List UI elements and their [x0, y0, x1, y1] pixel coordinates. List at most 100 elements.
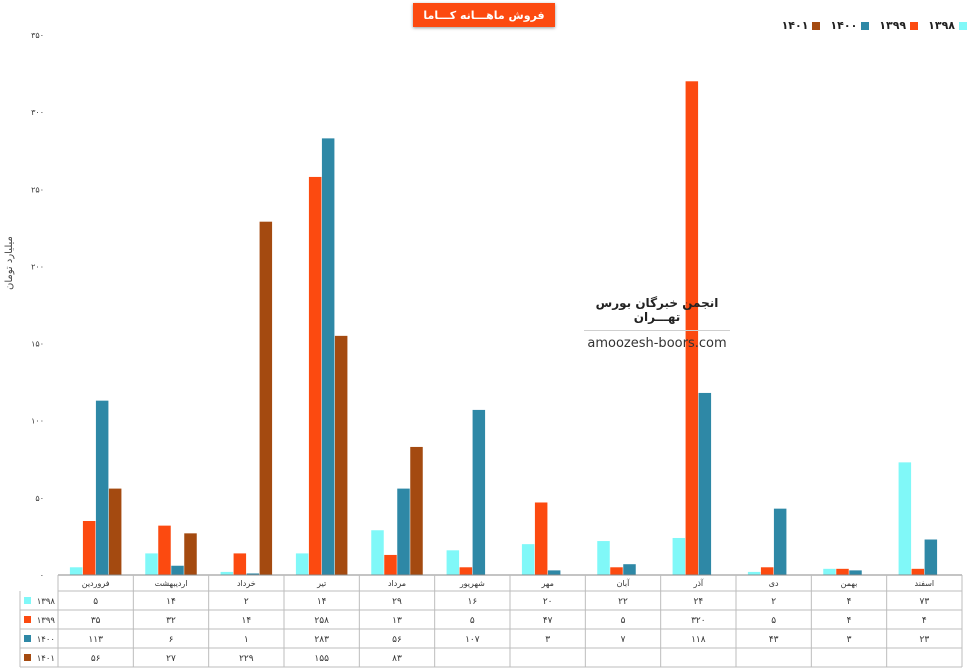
data-label: ۲۹ — [392, 597, 402, 607]
data-label: ۵ — [771, 616, 776, 626]
data-label: ۱۰۷ — [465, 635, 480, 645]
legend-label-1398: ۱۳۹۸ — [928, 19, 955, 32]
x-tick-label: اسفند — [915, 579, 935, 588]
data-label: ۱۳ — [392, 616, 402, 626]
bar-2-0 — [95, 400, 109, 575]
x-tick-label: مرداد — [388, 579, 406, 588]
bar-0-3 — [295, 553, 309, 575]
bar-2-8 — [698, 392, 712, 575]
data-label: ۱۶ — [467, 597, 477, 607]
bar-1-8 — [685, 81, 699, 576]
bar-1-0 — [82, 521, 96, 575]
bar-2-1 — [171, 565, 184, 575]
legend-item-1399: ۱۳۹۹ — [879, 19, 919, 32]
bar-2-3 — [321, 138, 335, 575]
data-label: ۱۴ — [166, 597, 176, 607]
legend-label-1399: ۱۳۹۹ — [879, 19, 907, 32]
bar-3-1 — [184, 533, 197, 575]
data-label: ۲۲۹ — [239, 654, 254, 664]
bar-1-11 — [911, 568, 925, 575]
legend-item-1400: ۱۴۰۰ — [830, 19, 870, 32]
bar-3-2 — [259, 221, 273, 575]
data-label: ۴۳ — [769, 635, 779, 645]
x-tick-label: فروردین — [82, 579, 110, 588]
data-label: ۴۷ — [543, 616, 553, 626]
bar-1-3 — [308, 176, 322, 575]
bar-1-1 — [158, 525, 171, 575]
bar-0-11 — [898, 462, 912, 575]
data-label: ۱ — [244, 635, 249, 645]
x-tick-label: شهریور — [459, 579, 485, 588]
bar-2-10 — [849, 570, 862, 575]
legend-label-1400: ۱۴۰۰ — [830, 19, 858, 32]
data-label: ۸۳ — [392, 654, 402, 664]
x-tick-label: خرداد — [237, 579, 256, 588]
legend-item-1398: ۱۳۹۸ — [928, 19, 967, 32]
bar-2-2 — [246, 573, 260, 575]
legend-swatch-1399 — [910, 21, 919, 30]
data-label: ۲۳ — [919, 635, 929, 645]
x-tick-label: آذر — [693, 578, 704, 588]
x-tick-label: اردیبهشت — [155, 579, 188, 588]
bar-3-4 — [410, 446, 423, 575]
data-label: ۵۶ — [392, 635, 402, 645]
data-label: ۲۲ — [618, 597, 628, 607]
y-tick-label: ۳۵۰ — [31, 31, 44, 40]
table-row-swatch — [24, 597, 31, 604]
data-label: ۵ — [93, 597, 98, 607]
bar-2-6 — [547, 570, 561, 575]
bar-0-4 — [371, 530, 384, 575]
bar-0-2 — [220, 571, 234, 575]
bar-2-5 — [472, 409, 486, 575]
x-tick-label: تیر — [316, 579, 326, 588]
y-tick-label: ۰ — [40, 571, 44, 580]
watermark-url: amoozesh-boors.com — [587, 336, 727, 351]
chart-title: فروش ماهـــانه کـــاما — [413, 3, 555, 27]
y-tick-label: ۱۰۰ — [31, 417, 44, 426]
data-label: ۴ — [847, 597, 852, 607]
data-label: ۳ — [847, 635, 852, 645]
data-label: ۲ — [771, 597, 776, 607]
bar-2-4 — [397, 488, 410, 575]
legend-label-1401: ۱۴۰۱ — [781, 19, 809, 32]
bar-3-0 — [108, 488, 122, 575]
bar-0-6 — [521, 544, 535, 575]
legend-item-1401: ۱۴۰۱ — [782, 19, 821, 32]
data-label: ۲۰ — [543, 597, 553, 607]
y-tick-label: ۲۰۰ — [31, 262, 44, 271]
table-row-label: ۱۴۰۱ — [37, 654, 55, 664]
data-label: ۱۱۸ — [691, 635, 706, 645]
data-label: ۲۷ — [166, 654, 176, 664]
data-label: ۵ — [470, 616, 475, 626]
table-row-swatch — [24, 635, 31, 642]
bar-0-7 — [597, 541, 610, 575]
y-tick-label: ۵۰ — [35, 494, 44, 503]
data-label: ۱۵۵ — [314, 654, 329, 664]
data-label: ۵۶ — [91, 654, 101, 664]
data-label: ۲۵۸ — [314, 616, 329, 626]
table-row-swatch — [24, 616, 31, 623]
watermark: انجمن خبرگان بورس تهـــران amoozesh-boor… — [584, 296, 730, 351]
data-label: ۴ — [847, 616, 852, 626]
bar-1-5 — [459, 567, 473, 575]
data-label: ۲۸۳ — [314, 635, 329, 645]
bar-1-7 — [610, 567, 623, 575]
legend-swatch-1400 — [861, 21, 870, 30]
y-tick-label: ۲۵۰ — [31, 185, 44, 194]
bar-2-11 — [924, 539, 938, 575]
table-row-label: ۱۳۹۸ — [37, 597, 56, 607]
data-label: ۳۲ — [166, 616, 176, 626]
bar-2-9 — [773, 508, 787, 575]
x-tick-label: مهر — [540, 579, 553, 588]
table-row-label: ۱۳۹۹ — [37, 616, 56, 626]
y-axis-label: میلیارد تومان — [4, 236, 15, 290]
data-label: ۲۴ — [693, 597, 703, 607]
data-label: ۵ — [621, 616, 626, 626]
y-tick-label: ۳۰۰ — [31, 108, 44, 117]
bar-0-9 — [747, 571, 761, 575]
x-tick-label: بهمن — [841, 579, 858, 588]
x-tick-label: آبان — [617, 578, 631, 588]
legend-swatch-1398 — [959, 21, 967, 30]
data-label: ۲ — [244, 597, 249, 607]
